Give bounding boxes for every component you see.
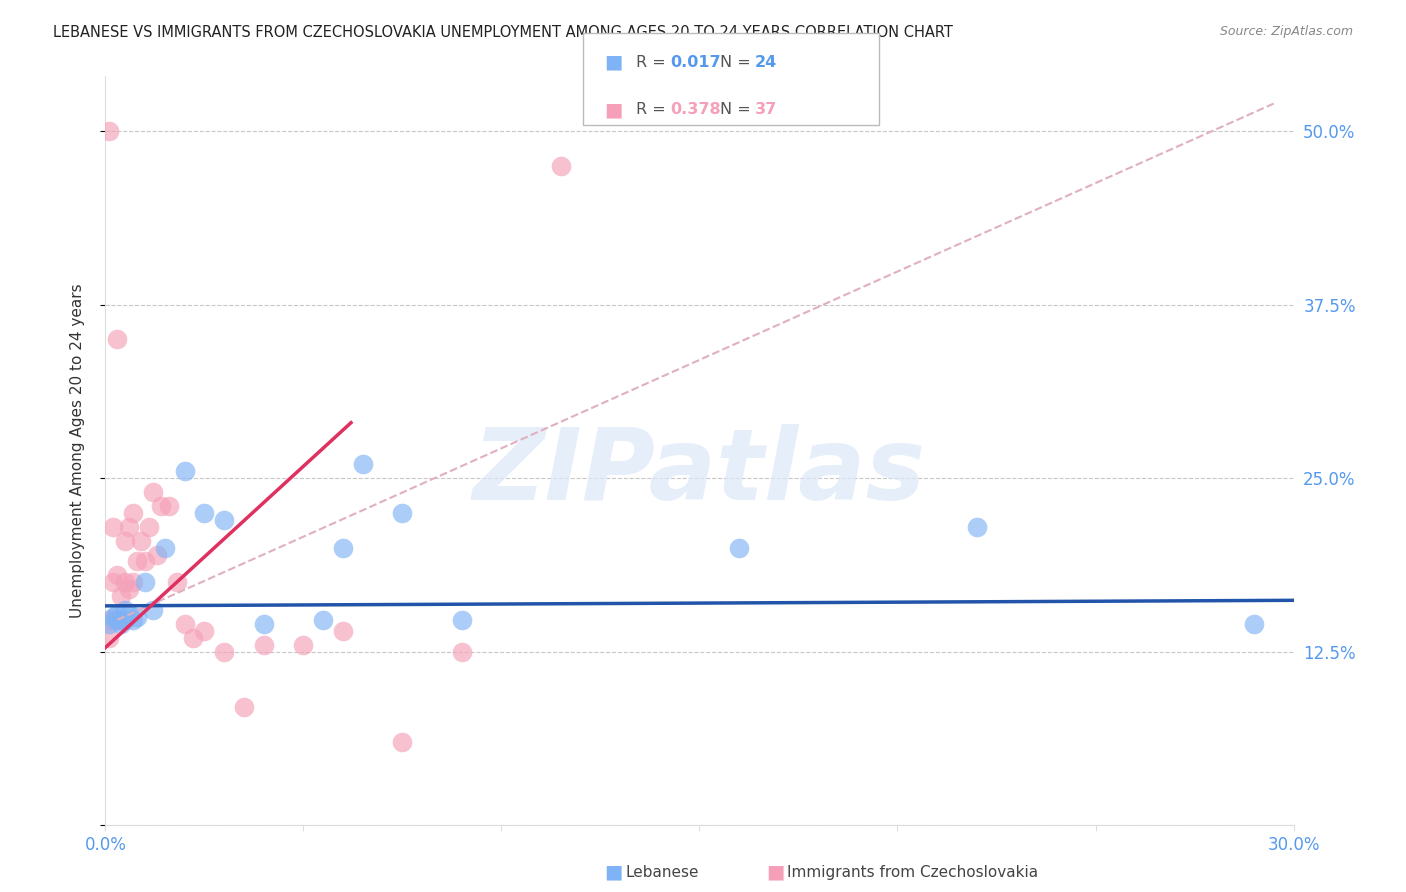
Point bbox=[98, 631, 121, 645]
Text: LEBANESE VS IMMIGRANTS FROM CZECHOSLOVAKIA UNEMPLOYMENT AMONG AGES 20 TO 24 YEAR: LEBANESE VS IMMIGRANTS FROM CZECHOSLOVAK… bbox=[53, 25, 953, 40]
Point bbox=[127, 554, 149, 568]
Point bbox=[193, 506, 215, 520]
Point bbox=[134, 554, 156, 568]
Text: R =: R = bbox=[636, 103, 671, 117]
Point bbox=[98, 613, 121, 627]
Point bbox=[253, 638, 276, 652]
Point bbox=[142, 603, 165, 617]
Point bbox=[391, 735, 413, 749]
Point bbox=[103, 613, 125, 627]
Point bbox=[114, 603, 136, 617]
Point bbox=[105, 613, 128, 627]
Text: ■: ■ bbox=[605, 863, 623, 882]
Point bbox=[153, 541, 176, 555]
Text: 0.017: 0.017 bbox=[671, 55, 721, 70]
Point bbox=[214, 645, 236, 659]
Point bbox=[450, 645, 472, 659]
Point bbox=[103, 610, 125, 624]
Point bbox=[105, 607, 128, 622]
Text: ■: ■ bbox=[605, 100, 623, 120]
Point bbox=[550, 159, 572, 173]
Text: 24: 24 bbox=[755, 55, 778, 70]
Point bbox=[142, 485, 165, 500]
Point bbox=[105, 613, 128, 627]
Point bbox=[233, 700, 256, 714]
Text: N =: N = bbox=[720, 103, 756, 117]
Text: ■: ■ bbox=[605, 53, 623, 72]
Point bbox=[138, 520, 160, 534]
Point bbox=[728, 541, 751, 555]
Point bbox=[193, 624, 215, 638]
Text: N =: N = bbox=[720, 55, 756, 70]
Point bbox=[292, 638, 315, 652]
Text: 0.378: 0.378 bbox=[671, 103, 721, 117]
Point bbox=[103, 520, 125, 534]
Point bbox=[149, 499, 172, 513]
Point bbox=[181, 631, 204, 645]
Point bbox=[105, 568, 128, 582]
Point bbox=[253, 616, 276, 631]
Point bbox=[105, 333, 128, 347]
Point bbox=[110, 589, 132, 603]
Point bbox=[173, 464, 195, 478]
Point bbox=[114, 575, 136, 590]
Point bbox=[129, 533, 152, 548]
Point bbox=[332, 541, 354, 555]
Point bbox=[98, 124, 121, 138]
Point bbox=[166, 575, 188, 590]
Text: ZIPatlas: ZIPatlas bbox=[472, 425, 927, 522]
Point bbox=[157, 499, 180, 513]
Point bbox=[966, 520, 988, 534]
Point bbox=[114, 533, 136, 548]
Point bbox=[332, 624, 354, 638]
Point bbox=[110, 616, 132, 631]
Text: ■: ■ bbox=[766, 863, 785, 882]
Point bbox=[103, 575, 125, 590]
Point bbox=[118, 582, 141, 597]
Point bbox=[118, 520, 141, 534]
Point bbox=[1243, 616, 1265, 631]
Point bbox=[134, 575, 156, 590]
Text: Source: ZipAtlas.com: Source: ZipAtlas.com bbox=[1219, 25, 1353, 38]
Y-axis label: Unemployment Among Ages 20 to 24 years: Unemployment Among Ages 20 to 24 years bbox=[70, 283, 84, 618]
Text: Immigrants from Czechoslovakia: Immigrants from Czechoslovakia bbox=[787, 865, 1039, 880]
Point bbox=[450, 613, 472, 627]
Point bbox=[214, 513, 236, 527]
Point bbox=[110, 613, 132, 627]
Point bbox=[391, 506, 413, 520]
Point bbox=[114, 613, 136, 627]
Point bbox=[98, 616, 121, 631]
Text: Lebanese: Lebanese bbox=[626, 865, 699, 880]
Point bbox=[118, 607, 141, 622]
Point bbox=[122, 613, 145, 627]
Point bbox=[146, 548, 169, 562]
Point bbox=[312, 613, 335, 627]
Point bbox=[352, 458, 374, 472]
Text: 37: 37 bbox=[755, 103, 778, 117]
Point bbox=[122, 506, 145, 520]
Point bbox=[127, 610, 149, 624]
Point bbox=[173, 616, 195, 631]
Text: R =: R = bbox=[636, 55, 671, 70]
Point bbox=[122, 575, 145, 590]
